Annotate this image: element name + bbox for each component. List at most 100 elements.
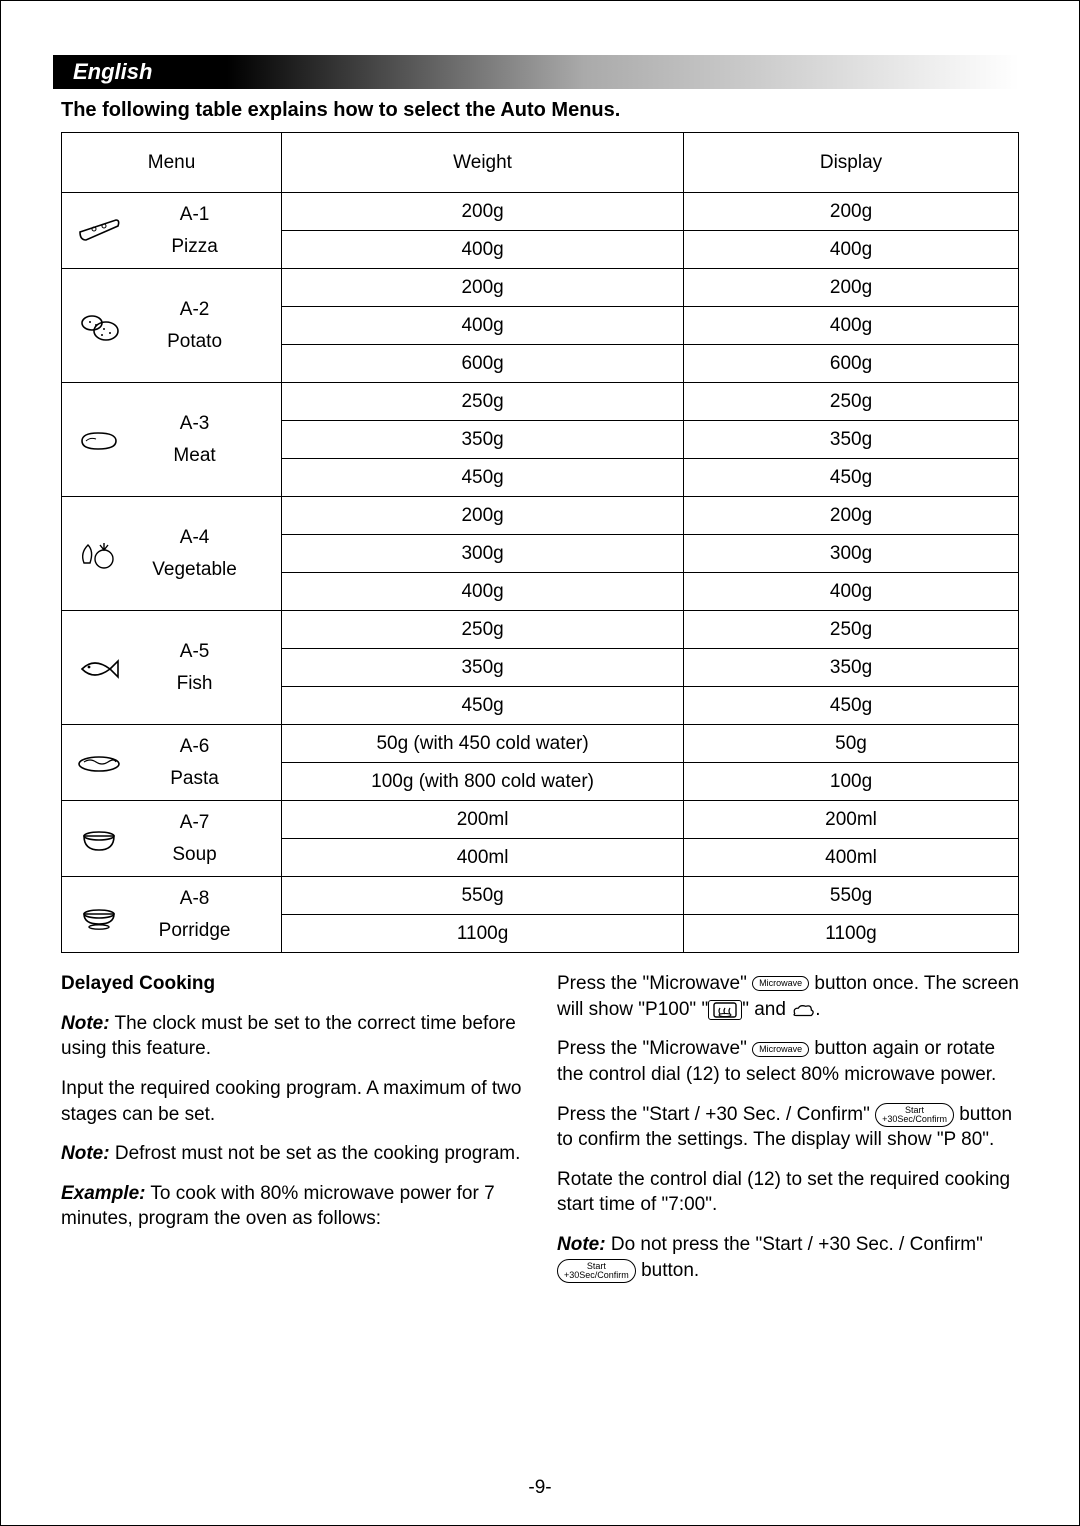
menu-code: A-8 <box>116 888 273 910</box>
weight-cell: 400ml <box>282 839 684 877</box>
display-cell: 200ml <box>684 801 1019 839</box>
note-2: Note: Defrost must not be set as the coo… <box>61 1141 523 1167</box>
weight-cell: 200g <box>282 193 684 231</box>
right-p4: Rotate the control dial (12) to set the … <box>557 1167 1019 1218</box>
menu-code: A-7 <box>116 812 273 834</box>
display-cell: 450g <box>684 687 1019 725</box>
menu-code: A-4 <box>116 527 273 549</box>
delayed-cooking-title: Delayed Cooking <box>61 971 523 997</box>
display-cell: 200g <box>684 193 1019 231</box>
table-header-weight: Weight <box>282 133 684 193</box>
weight-cell: 1100g <box>282 915 684 953</box>
display-cell: 200g <box>684 497 1019 535</box>
microwave-button-icon: Microwave <box>752 1042 809 1057</box>
weight-cell: 350g <box>282 649 684 687</box>
menu-name: Pasta <box>116 768 273 790</box>
microwave-button-icon: Microwave <box>752 976 809 991</box>
menu-cell-potato: A-2 Potato <box>62 269 282 383</box>
right-p1: Press the "Microwave" Microwave button o… <box>557 971 1019 1022</box>
display-cell: 100g <box>684 763 1019 801</box>
menu-cell-pizza: A-1 Pizza <box>62 193 282 269</box>
start-button-icon: Start+30Sec/Confirm <box>557 1259 636 1283</box>
meat-icon <box>76 419 122 461</box>
delayed-cooking-columns: Delayed Cooking Note: The clock must be … <box>61 971 1019 1297</box>
weight-cell: 600g <box>282 345 684 383</box>
display-cell: 400g <box>684 231 1019 269</box>
display-cell: 1100g <box>684 915 1019 953</box>
menu-cell-fish: A-5Fish <box>62 611 282 725</box>
weight-cell: 300g <box>282 535 684 573</box>
table-row: A-6Pasta50g (with 450 cold water)50g <box>62 725 1019 763</box>
menu-code: A-6 <box>116 736 273 758</box>
page-frame: English The following table explains how… <box>0 0 1080 1526</box>
table-row: A-7Soup200ml200ml <box>62 801 1019 839</box>
weight-cell: 450g <box>282 687 684 725</box>
weight-cell: 250g <box>282 611 684 649</box>
menu-name: Vegetable <box>116 559 273 581</box>
note-3: Note: Do not press the "Start / +30 Sec.… <box>557 1232 1019 1283</box>
display-cell: 50g <box>684 725 1019 763</box>
weight-cell: 400g <box>282 573 684 611</box>
menu-cell-soup: A-7 Soup <box>62 801 282 877</box>
pizza-icon <box>76 210 122 252</box>
menu-name: Pizza <box>116 236 273 258</box>
menu-name: Potato <box>116 331 273 353</box>
weight-cell: 550g <box>282 877 684 915</box>
table-row: A-1Pizza200g200g <box>62 193 1019 231</box>
right-p3: Press the "Start / +30 Sec. / Confirm" S… <box>557 1102 1019 1153</box>
table-header-display: Display <box>684 133 1019 193</box>
language-label: English <box>73 59 152 85</box>
language-bar: English <box>53 55 1019 89</box>
menu-name: Soup <box>116 844 273 866</box>
table-header-menu: Menu <box>62 133 282 193</box>
menu-cell-pasta: A-6 Pasta <box>62 725 282 801</box>
display-cell: 300g <box>684 535 1019 573</box>
menu-cell-porridge: A-8 Porridge <box>62 877 282 953</box>
weight-cell: 200ml <box>282 801 684 839</box>
menu-code: A-1 <box>116 204 273 226</box>
weight-cell: 350g <box>282 421 684 459</box>
menu-cell-vegetable: A-4 Vegetable <box>62 497 282 611</box>
porridge-icon <box>76 894 122 936</box>
pasta-icon <box>76 742 122 784</box>
intro-text: The following table explains how to sele… <box>61 99 1019 122</box>
display-cell: 200g <box>684 269 1019 307</box>
display-cell: 350g <box>684 649 1019 687</box>
table-row: A-4Vegetable200g200g <box>62 497 1019 535</box>
menu-code: A-5 <box>116 641 273 663</box>
weight-cell: 50g (with 450 cold water) <box>282 725 684 763</box>
table-row: A-5Fish250g250g <box>62 611 1019 649</box>
vegetable-icon <box>76 533 122 575</box>
weight-cell: 200g <box>282 497 684 535</box>
display-cell: 550g <box>684 877 1019 915</box>
left-p2: Input the required cooking program. A ma… <box>61 1076 523 1127</box>
display-cell: 250g <box>684 611 1019 649</box>
menu-name: Porridge <box>116 920 273 942</box>
table-row: A-3Meat250g250g <box>62 383 1019 421</box>
steam-cloud-icon <box>791 1002 815 1018</box>
note-1: Note: The clock must be set to the corre… <box>61 1011 523 1062</box>
left-column: Delayed Cooking Note: The clock must be … <box>61 971 523 1297</box>
fish-icon <box>76 647 122 689</box>
page-number: -9- <box>1 1477 1079 1499</box>
table-row: A-8Porridge550g550g <box>62 877 1019 915</box>
weight-cell: 450g <box>282 459 684 497</box>
menu-cell-meat: A-3Meat <box>62 383 282 497</box>
weight-cell: 200g <box>282 269 684 307</box>
table-row: A-2Potato200g200g <box>62 269 1019 307</box>
weight-cell: 100g (with 800 cold water) <box>282 763 684 801</box>
display-cell: 400g <box>684 573 1019 611</box>
display-cell: 450g <box>684 459 1019 497</box>
start-button-icon: Start+30Sec/Confirm <box>875 1103 954 1127</box>
display-cell: 250g <box>684 383 1019 421</box>
soup-icon <box>76 818 122 860</box>
menu-code: A-2 <box>116 299 273 321</box>
weight-cell: 250g <box>282 383 684 421</box>
example: Example: To cook with 80% microwave powe… <box>61 1181 523 1232</box>
weight-cell: 400g <box>282 231 684 269</box>
potato-icon <box>76 305 122 347</box>
steam-box-icon <box>708 1000 742 1020</box>
display-cell: 400g <box>684 307 1019 345</box>
display-cell: 350g <box>684 421 1019 459</box>
auto-menu-table: Menu Weight Display A-1Pizza200g200g400g… <box>61 132 1019 953</box>
